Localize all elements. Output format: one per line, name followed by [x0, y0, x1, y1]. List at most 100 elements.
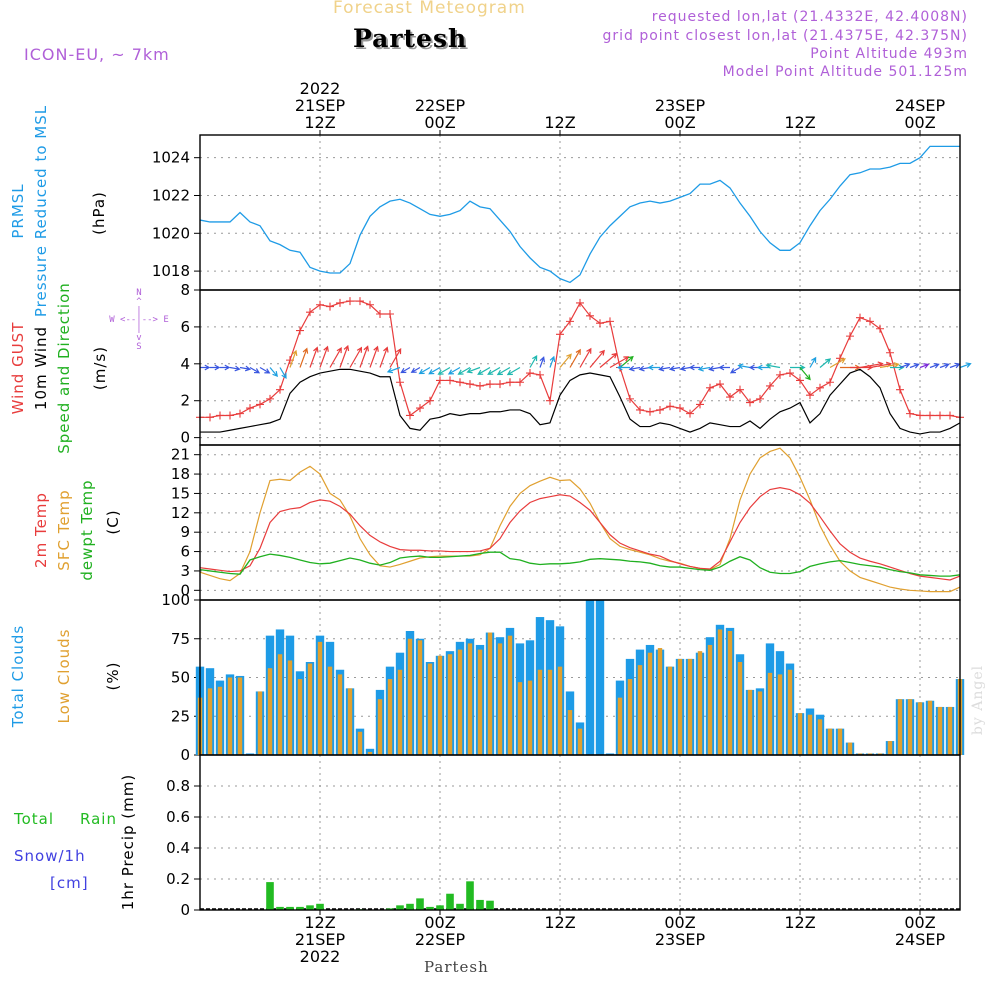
- gust-marker: [496, 380, 504, 389]
- gust-marker: [826, 378, 834, 387]
- clouds-ytick-label: 25: [171, 707, 190, 725]
- model-label: ICON-EU, ~ 7km: [24, 45, 170, 64]
- gust-marker: [916, 411, 924, 420]
- compass-rose: N ^ | W <--|--> E | v S: [96, 289, 182, 359]
- grid-coords: grid point closest lon,lat (21.4375E, 42…: [602, 28, 968, 44]
- rain-bar: [286, 906, 294, 910]
- wind-direction-arrow: [529, 354, 538, 368]
- gust-marker: [796, 376, 804, 385]
- gust-marker: [856, 313, 864, 322]
- snow-unit-label: [cm]: [50, 874, 89, 892]
- gust-marker: [566, 317, 574, 326]
- low-clouds-bar: [667, 666, 673, 755]
- low-clouds-bar: [947, 706, 953, 755]
- wind-direction-arrow: [289, 349, 298, 368]
- wind-direction-arrow: [589, 349, 605, 368]
- wind-direction-arrow: [737, 363, 751, 370]
- panel-frame: [199, 134, 961, 291]
- gust-marker: [536, 370, 544, 379]
- low-clouds-bar: [437, 655, 443, 755]
- gust-marker: [386, 309, 394, 318]
- gust-marker: [886, 348, 894, 357]
- wind-direction-arrow: [790, 364, 806, 371]
- wind-direction-arrow: [668, 365, 681, 372]
- gust-marker: [836, 354, 844, 363]
- rain-bar: [396, 905, 404, 910]
- gust-line: [200, 300, 961, 418]
- low-clouds-bar: [707, 644, 713, 755]
- wind-direction-arrow: [939, 363, 950, 369]
- gust-marker: [486, 380, 494, 389]
- top-time-label: 12Z: [544, 113, 575, 132]
- low-clouds-bar: [657, 648, 663, 755]
- rain-bar: [386, 908, 394, 910]
- temperature-ytick-label: 15: [171, 484, 190, 502]
- gust-marker: [206, 413, 214, 422]
- low-clouds-bar: [527, 680, 533, 755]
- wind-direction-arrow: [457, 366, 471, 375]
- low-clouds-bar: [507, 635, 513, 755]
- gust-marker: [696, 400, 704, 409]
- wind-direction-arrow: [299, 347, 309, 368]
- gust-marker: [656, 405, 664, 414]
- gust-marker: [716, 380, 724, 389]
- gust-marker: [356, 297, 364, 306]
- temperature-ytick-label: 6: [180, 543, 190, 561]
- temperature-ytick-label: 3: [180, 562, 190, 580]
- sfc-label: SFC Temp: [55, 489, 73, 571]
- bottom-time-label: 12Z: [544, 913, 575, 932]
- temperature-ytick-label: 21: [171, 446, 190, 464]
- top-time-label: 23SEP: [655, 96, 706, 115]
- wind-direction-arrow: [200, 364, 211, 371]
- top-time-label: 21SEP: [295, 96, 346, 115]
- low-clouds-bar: [547, 669, 553, 755]
- gust-marker: [456, 378, 464, 387]
- gust-marker: [626, 394, 634, 403]
- wind-direction-arrow: [210, 364, 221, 371]
- compass-up: ^: [136, 297, 142, 307]
- wind-direction-arrow: [496, 366, 511, 376]
- gust-marker: [416, 404, 424, 413]
- low-clouds-bar: [687, 658, 693, 755]
- panel-frame: [199, 444, 961, 601]
- gust-marker: [706, 383, 714, 392]
- rain-bar: [446, 893, 454, 910]
- low-clouds-bar: [557, 666, 563, 755]
- gust-marker: [596, 319, 604, 328]
- temp-label: 2m Temp: [32, 492, 50, 568]
- low-clouds-bar: [927, 700, 933, 755]
- low-clouds-bar: [237, 677, 243, 755]
- low-clouds-bar: [537, 669, 543, 755]
- wind-ytick-label: 0: [180, 429, 190, 447]
- low-clouds-bar: [567, 710, 573, 755]
- wind-direction-arrow: [437, 366, 451, 375]
- wind-direction-arrow: [647, 364, 660, 371]
- wind-direction-arrow: [688, 364, 700, 371]
- low-clouds-bar: [497, 643, 503, 755]
- low-clouds-bar: [847, 742, 853, 755]
- gust-marker: [296, 326, 304, 335]
- total-clouds-bar: [595, 600, 605, 755]
- gust-marker: [676, 404, 684, 413]
- wind-direction-arrow: [909, 363, 920, 369]
- snow-label: Snow/1h: [14, 847, 86, 865]
- credit-watermark: by Angel: [970, 664, 986, 736]
- pressure-panel: 1018 1020 1022 1024: [152, 135, 960, 290]
- wind-direction-arrow: [239, 365, 252, 372]
- gust-label: Wind GUST: [9, 321, 27, 415]
- top-time-label: 00Z: [904, 113, 935, 132]
- low-clouds-bar: [887, 741, 893, 755]
- wind-direction-arrow: [359, 345, 370, 368]
- clouds-ytick-label: 75: [171, 630, 190, 648]
- wind-direction-arrow: [389, 348, 402, 368]
- low-clouds-bar: [227, 677, 233, 755]
- pressure-ytick-label: 1022: [152, 186, 190, 204]
- total-clouds-bar: [605, 753, 615, 755]
- wind-direction-arrow: [809, 356, 817, 368]
- gust-marker: [526, 369, 534, 378]
- gust-marker: [346, 297, 354, 306]
- gust-marker: [316, 300, 324, 309]
- pressure-ytick-label: 1018: [152, 262, 190, 280]
- low-clouds-bar: [757, 691, 763, 755]
- wind-direction-arrow: [369, 345, 379, 368]
